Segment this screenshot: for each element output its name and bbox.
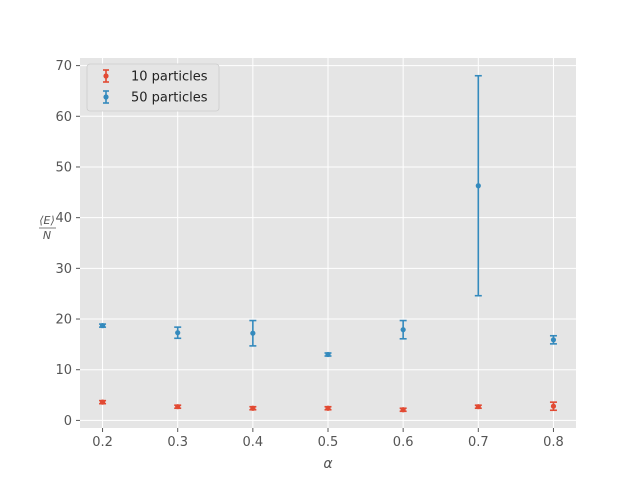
y-tick-label: 70 xyxy=(55,59,72,74)
legend-marker-point xyxy=(103,94,109,100)
data-point xyxy=(325,351,331,358)
data-point xyxy=(475,404,481,410)
series-2 xyxy=(99,74,557,358)
x-tick-label: 0.8 xyxy=(543,435,564,450)
y-tick-label: 60 xyxy=(55,110,72,125)
y-tick-label: 0 xyxy=(64,414,72,429)
data-point xyxy=(400,327,406,333)
y-tick-label: 30 xyxy=(55,262,72,277)
data-point xyxy=(250,330,256,336)
x-tick-label: 0.5 xyxy=(318,435,339,450)
data-point xyxy=(325,405,331,411)
grid-lines xyxy=(80,58,576,428)
legend: 10 particles 50 particles xyxy=(86,63,220,112)
x-tick-label: 0.2 xyxy=(92,435,113,450)
x-axis-label: α xyxy=(323,456,333,472)
data-point xyxy=(175,404,181,410)
legend-marker-point xyxy=(103,73,109,79)
y-axis-label: ⟨E⟩ N xyxy=(39,214,56,242)
y-tick-label: 20 xyxy=(55,313,72,328)
x-tick-label: 0.7 xyxy=(468,435,489,450)
x-tick-label: 0.4 xyxy=(243,435,264,450)
data-point xyxy=(550,403,557,409)
axis-ticks: 0.2 0.3 0.4 0.5 0.6 0.7 0.8 0 10 20 30 40 50 60 70 xyxy=(55,59,563,450)
y-axis-label-denominator: N xyxy=(43,229,51,242)
data-point xyxy=(550,337,557,343)
legend-label: 50 particles xyxy=(131,91,208,106)
data-point xyxy=(250,405,256,411)
data-point xyxy=(400,407,406,413)
data-point xyxy=(99,323,106,329)
data-point xyxy=(99,399,106,405)
legend-item-2: 50 particles xyxy=(103,90,208,106)
y-tick-label: 40 xyxy=(55,211,72,226)
x-tick-label: 0.3 xyxy=(167,435,188,450)
y-tick-label: 50 xyxy=(55,160,72,175)
series-1 xyxy=(99,399,557,413)
data-series xyxy=(99,74,557,413)
y-tick-label: 10 xyxy=(55,363,72,378)
x-tick-label: 0.6 xyxy=(393,435,414,450)
legend-item-1: 10 particles xyxy=(103,69,208,85)
data-point xyxy=(175,330,181,336)
data-point xyxy=(475,183,481,189)
legend-label: 10 particles xyxy=(131,70,208,85)
y-axis-label-numerator: ⟨E⟩ xyxy=(39,214,55,227)
legend-box xyxy=(86,63,220,112)
